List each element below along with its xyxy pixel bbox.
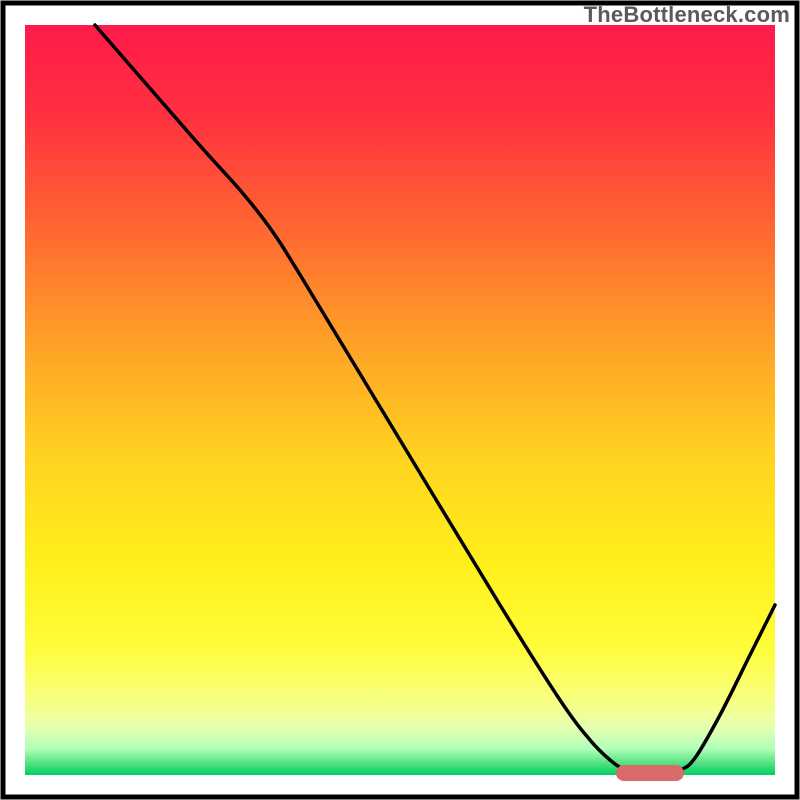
optimal-zone-marker (616, 765, 684, 781)
plot-background (25, 25, 775, 775)
chart-svg (0, 0, 800, 800)
watermark-text: TheBottleneck.com (584, 2, 790, 28)
chart-root: TheBottleneck.com (0, 0, 800, 800)
